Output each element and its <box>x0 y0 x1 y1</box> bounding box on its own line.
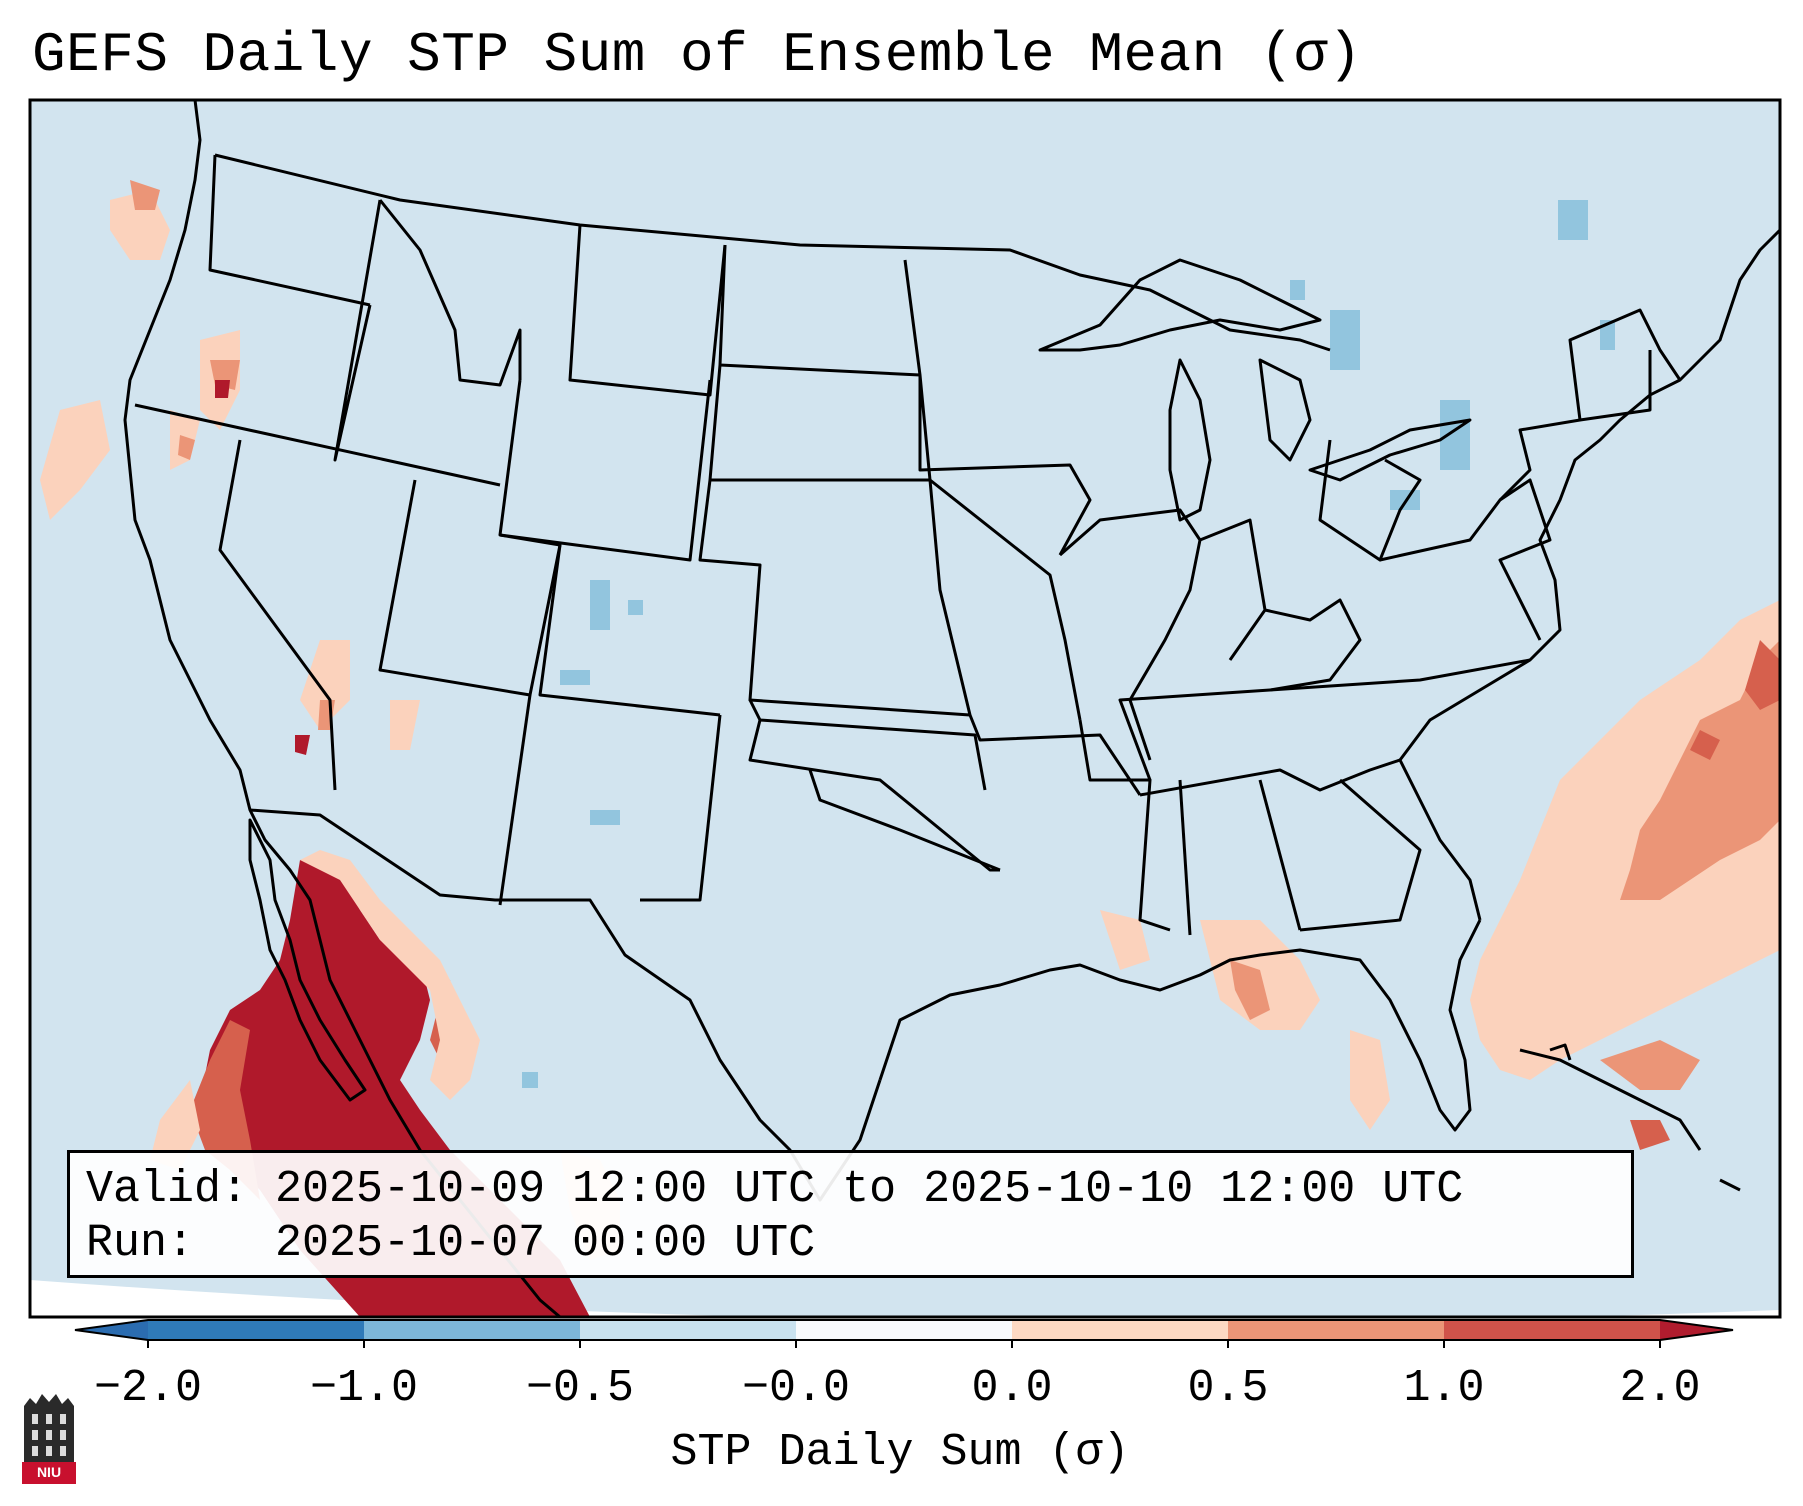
colorbar-tick-label: −2.0 <box>93 1363 203 1414</box>
colorbar-seg-2 <box>580 1320 796 1340</box>
coastline-atlantic <box>1398 228 1780 921</box>
lake-erie-ontario <box>1308 418 1472 482</box>
borders <box>123 100 1780 1317</box>
stp-patch-gulf-mid <box>1230 960 1270 1020</box>
valid-run-info-box: Valid: 2025-10-09 12:00 UTC to 2025-10-1… <box>67 1150 1634 1278</box>
coastline-gulf <box>878 919 1482 1132</box>
lake-superior <box>1038 258 1322 352</box>
run-label: Run: <box>86 1218 195 1269</box>
stp-patch-atlantic-strong <box>1630 640 1780 1150</box>
colorbar-tick-label: 1.0 <box>1403 1363 1485 1414</box>
colorbar <box>74 1319 1734 1348</box>
colorbar-seg-5 <box>1228 1320 1444 1340</box>
coastline-baja <box>248 818 367 1102</box>
coastline-west <box>123 100 561 1317</box>
colorbar-tick-label: −0.5 <box>525 1363 635 1414</box>
colorbar-extend-high <box>1660 1320 1733 1340</box>
colorbar-tick-label: −1.0 <box>309 1363 419 1414</box>
stp-patch-atlantic-mid <box>1600 640 1780 1090</box>
lake-michigan <box>1168 358 1212 522</box>
colorbar-label: STP Daily Sum (σ) <box>670 1427 1130 1478</box>
colorbar-seg-6 <box>1444 1320 1660 1340</box>
run-text: 2025-10-07 00:00 UTC <box>275 1218 816 1269</box>
projection-domain <box>30 100 1780 1317</box>
colorbar-seg-4 <box>1012 1320 1228 1340</box>
colorbar-seg-1 <box>364 1320 580 1340</box>
lake-huron <box>1258 358 1312 462</box>
colorbar-tick-label: 2.0 <box>1619 1363 1701 1414</box>
colorbar-seg-0 <box>148 1320 364 1340</box>
border-canada <box>214 153 1331 352</box>
map-frame <box>28 98 1782 1319</box>
stp-patch-gulf-east <box>1100 910 1390 1130</box>
colorbar-extend-low <box>75 1320 148 1340</box>
stp-patch-blue <box>522 200 1615 1088</box>
run-line: Run: 2025-10-07 00:00 UTC <box>86 1217 815 1271</box>
colorbar-tick-label: −0.0 <box>741 1363 851 1414</box>
valid-text: 2025-10-09 12:00 UTC to 2025-10-10 12:00… <box>275 1164 1464 1215</box>
valid-line: Valid: 2025-10-09 12:00 UTC to 2025-10-1… <box>86 1163 1463 1217</box>
map-title: GEFS Daily STP Sum of Ensemble Mean (σ) <box>32 23 1363 87</box>
colorbar-tick-label: 0.5 <box>1187 1363 1269 1414</box>
stp-patch-mexico-edge <box>150 850 620 1260</box>
niu-tower-icon <box>22 1394 76 1484</box>
colorbar-tick-label: 0.0 <box>971 1363 1053 1414</box>
niu-tower-logo: NIU <box>20 1392 78 1486</box>
colorbar-seg-3 <box>796 1320 1012 1340</box>
niu-logo-text: NIU <box>36 1464 62 1480</box>
valid-label: Valid: <box>86 1164 249 1215</box>
